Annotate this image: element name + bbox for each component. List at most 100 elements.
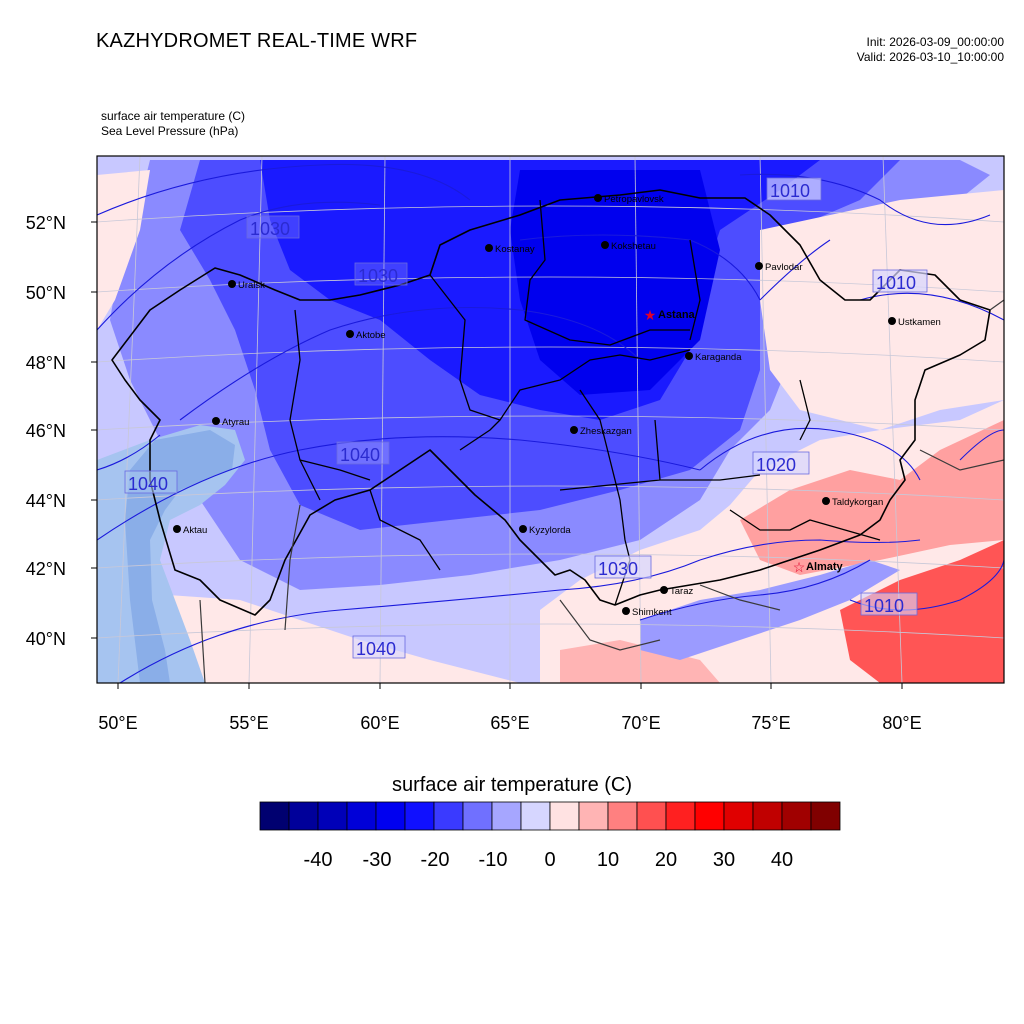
isobar-label: 1040 (128, 474, 168, 494)
city-dot (346, 330, 354, 338)
lon-label: 50°E (98, 713, 137, 733)
colorbar-swatch (317, 801, 348, 831)
city-label: Zheskazgan (580, 426, 632, 437)
city-label: Aktobe (356, 330, 386, 341)
temperature-field (97, 156, 1004, 683)
hot-temperature-zone (840, 540, 1004, 683)
capital-star-icon: ☆ (793, 559, 806, 575)
colorbar-label: 30 (712, 849, 736, 871)
field-label-temperature: surface air temperature (C) (101, 109, 246, 123)
longitude-labels: 50°E 55°E 60°E 65°E 70°E 75°E 80°E (98, 713, 921, 733)
colorbar-swatch (259, 801, 290, 831)
valid-time: Valid: 2026-03-10_10:00:00 (856, 50, 1004, 64)
city-dot (685, 352, 693, 360)
city-dot (212, 417, 220, 425)
city-dot (755, 262, 763, 270)
city-label: Karaganda (695, 352, 742, 363)
colorbar (259, 801, 841, 831)
colorbar-swatch (404, 801, 435, 831)
colorbar-label: 0 (544, 849, 556, 871)
colorbar-swatch (578, 801, 609, 831)
city-dot (485, 244, 493, 252)
map-title: KAZHYDROMET REAL-TIME WRF (96, 30, 418, 52)
city-label: Kokshetau (611, 241, 656, 252)
colorbar-title: surface air temperature (C) (391, 774, 633, 796)
deep-cold-core (510, 170, 720, 395)
isobar-label: 1040 (356, 639, 396, 659)
city-label: Shimkent (632, 607, 672, 618)
city-dot (622, 607, 630, 615)
city-label: Uralsk (238, 280, 265, 291)
city-dot (570, 426, 578, 434)
lat-label: 46°N (26, 421, 66, 441)
kazakhstan-border (111, 189, 991, 616)
plot-frame (96, 155, 1005, 684)
isobar-labels: 1030 1030 1040 1040 1040 1030 1020 1010 … (124, 177, 928, 659)
city-label: Astana (658, 309, 696, 321)
colorbar-swatch (781, 801, 812, 831)
city-dot (660, 586, 668, 594)
isobar-label: 1010 (876, 273, 916, 293)
isobar-label: 1030 (250, 219, 290, 239)
warm-southwest-zone (97, 590, 520, 683)
axis-ticks (91, 221, 903, 689)
colorbar-swatch (810, 801, 841, 831)
warm-west-zone (97, 170, 150, 330)
colorbar-swatch (723, 801, 754, 831)
warm-north-east-zone (760, 190, 1004, 430)
colorbar-label: 20 (654, 849, 678, 871)
colorbar-label: -40 (303, 849, 333, 871)
capital-star-icon: ★ (644, 307, 657, 323)
city-label: Atyrau (222, 417, 249, 428)
colorbar-swatch (520, 801, 551, 831)
colorbar-swatch (433, 801, 464, 831)
colorbar-swatch (375, 801, 406, 831)
colorbar-swatch (288, 801, 319, 831)
latitude-labels: 52°N 50°N 48°N 46°N 44°N 42°N 40°N (26, 213, 66, 649)
colorbar-label: -30 (362, 849, 392, 871)
lon-label: 65°E (490, 713, 529, 733)
lon-label: 80°E (882, 713, 921, 733)
city-label: Taldykorgan (832, 497, 883, 508)
lat-label: 40°N (26, 629, 66, 649)
colorbar-label: 40 (770, 849, 794, 871)
city-label: Almaty (806, 561, 844, 573)
colorbar-swatch (752, 801, 783, 831)
city-dot (228, 280, 236, 288)
city-dot (822, 497, 830, 505)
lon-label: 75°E (751, 713, 790, 733)
hot-valley-zone (560, 640, 720, 683)
field-label-pressure: Sea Level Pressure (hPa) (101, 124, 239, 138)
city-dot (888, 317, 896, 325)
isobar-label: 1040 (340, 445, 380, 465)
lon-label: 60°E (360, 713, 399, 733)
lat-label: 50°N (26, 283, 66, 303)
isobar-label: 1020 (756, 455, 796, 475)
country-borders (111, 189, 991, 616)
city-label: Petropavlovsk (604, 194, 664, 205)
region-borders (289, 199, 881, 606)
isobar-label: 1010 (770, 181, 810, 201)
colorbar-swatch (636, 801, 667, 831)
lon-label: 70°E (621, 713, 660, 733)
lat-label: 42°N (26, 559, 66, 579)
city-label: Ustkamen (898, 317, 941, 328)
init-time: Init: 2026-03-09_00:00:00 (866, 35, 1004, 49)
city-label: Aktau (183, 525, 207, 536)
city-label: Taraz (670, 586, 693, 597)
colorbar-swatch (694, 801, 725, 831)
colorbar-label: -20 (420, 849, 450, 871)
city-dot (601, 241, 609, 249)
lon-label: 55°E (229, 713, 268, 733)
mountain-snow-zone (640, 560, 900, 660)
lat-label: 48°N (26, 353, 66, 373)
city-dot (173, 525, 181, 533)
lat-label: 52°N (26, 213, 66, 233)
colorbar-swatch (665, 801, 696, 831)
city-markers: Uralsk Aktobe Atyrau Aktau Kostanay Petr… (173, 194, 941, 618)
colorbar-swatch (549, 801, 580, 831)
city-dot (594, 194, 602, 202)
isobar-label: 1010 (864, 596, 904, 616)
isobar-label: 1030 (358, 266, 398, 286)
